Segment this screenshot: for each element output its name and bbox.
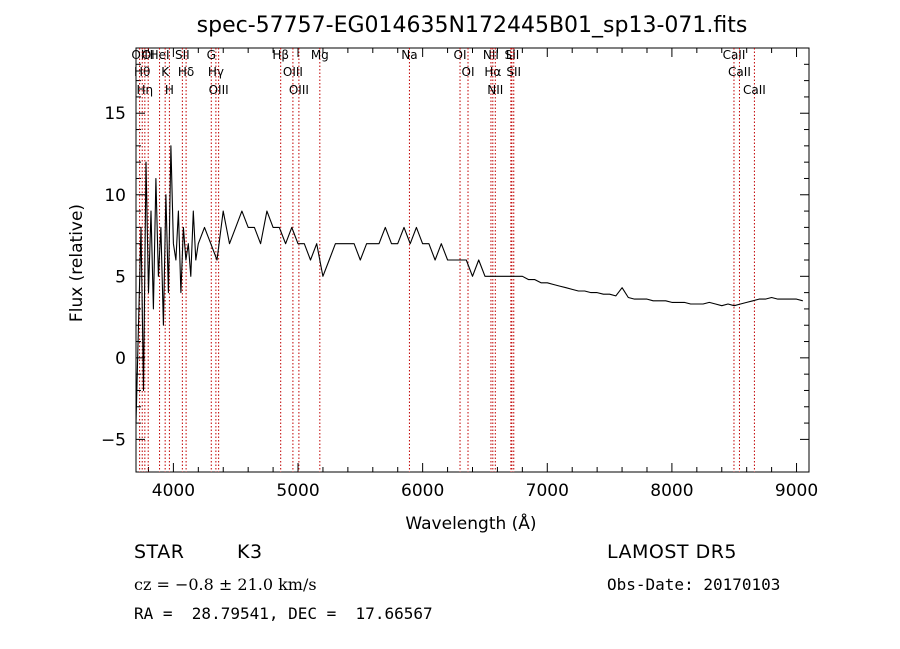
spectrum-line	[135, 145, 803, 424]
spectral-line-label: Hδ	[178, 65, 194, 79]
y-tick-label: 5	[115, 267, 126, 287]
spectral-line-label: Hβ	[272, 48, 289, 62]
spectral-line-label: SII	[505, 48, 520, 62]
coordinates: RA = 28.79541, DEC = 17.66567	[134, 604, 433, 623]
spectral-line-label: NII	[487, 83, 503, 97]
spectral-line-label: Li	[506, 48, 516, 62]
spectral-line-label: HeI	[150, 48, 170, 62]
x-tick-label: 9000	[775, 481, 818, 501]
spectral-line-label: Na	[401, 48, 417, 62]
spectral-line-label: Hη	[137, 83, 154, 97]
spectral-line-label: Hα	[484, 65, 501, 79]
spectral-line-label: CaII	[723, 48, 746, 62]
x-tick-label: 7000	[526, 481, 569, 501]
x-tick-label: 4000	[152, 481, 195, 501]
spectral-line-label: OII	[131, 48, 148, 62]
y-tick-label: 10	[104, 186, 126, 206]
y-tick-label: −5	[101, 430, 126, 450]
spectral-line-label: OIII	[289, 83, 309, 97]
spectral-line-label: OIII	[209, 83, 229, 97]
plot-frame	[135, 47, 810, 473]
x-tick-label: 5000	[276, 481, 319, 501]
x-axis-label: Wavelength (Å)	[405, 512, 536, 534]
observation-date: Obs-Date: 20170103	[607, 575, 781, 594]
object-subclass: K3	[237, 541, 263, 563]
spectral-line-label: CaII	[728, 65, 751, 79]
y-axis-label: Flux (relative)	[67, 204, 87, 322]
x-tick-label: 8000	[650, 481, 693, 501]
redshift-velocity: cz = −0.8 ± 21.0 km/s	[134, 575, 317, 594]
spectral-line-label: CaII	[743, 83, 766, 97]
plot-area: 4000 5000 6000 7000 8000 9000 −5 0 5 10 15 OII Hθ Hη O…	[101, 47, 818, 501]
object-class: STAR	[134, 541, 185, 563]
spectral-line-label: OI	[454, 48, 467, 62]
spectral-line-label: NII	[483, 48, 499, 62]
spectral-line-label: OIII	[283, 65, 303, 79]
y-tick-label: 0	[115, 349, 126, 369]
spectral-line-label: K	[161, 65, 170, 79]
spectral-line-label: SII	[506, 65, 521, 79]
spectral-line-label: Hγ	[208, 65, 224, 79]
spectral-line-label: SII	[175, 48, 190, 62]
spectral-line-label: Hθ	[134, 65, 150, 79]
spectral-line-label: OI	[462, 65, 475, 79]
chart-title: spec-57757-EG014635N172445B01_sp13-071.f…	[197, 13, 748, 38]
spectral-line-label: Mg	[311, 48, 329, 62]
y-tick-label: 15	[104, 104, 126, 124]
survey-name: LAMOST DR5	[607, 541, 737, 563]
spectral-line-label: OI	[142, 48, 155, 62]
x-tick-label: 6000	[401, 481, 444, 501]
spectral-line-label: G	[207, 48, 216, 62]
spectral-line-label: H	[165, 83, 174, 97]
